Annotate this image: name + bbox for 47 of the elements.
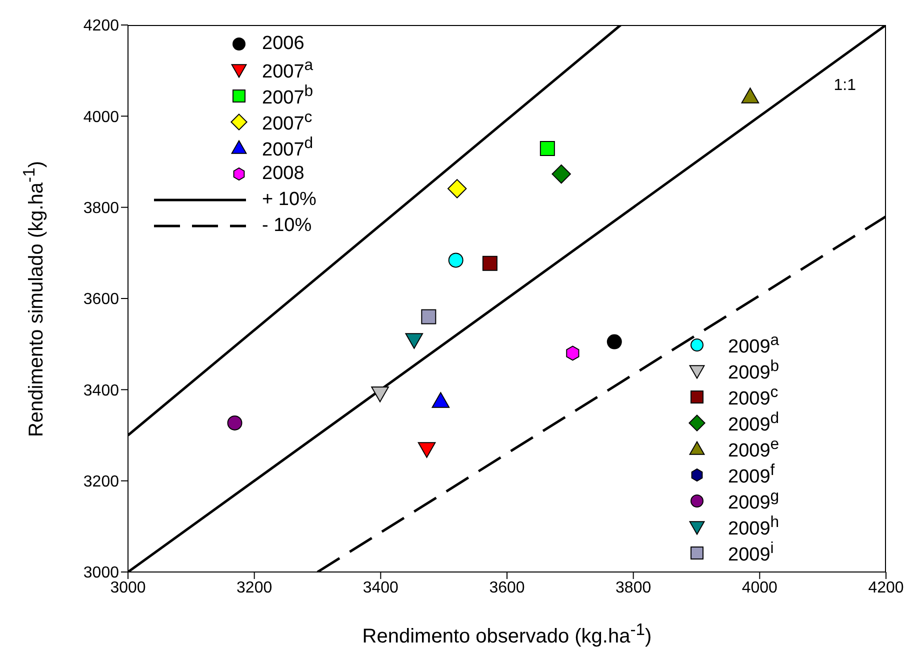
y-tick-label: 3800 (83, 200, 120, 218)
y-tick-label: 4200 (83, 18, 120, 35)
legend-label: 2009$^{h}$ (728, 514, 780, 540)
point (448, 179, 467, 198)
point (540, 141, 555, 156)
legend-label: 2009$^{b}$ (728, 358, 780, 384)
point (448, 252, 464, 268)
y-tick-label: 3600 (83, 291, 120, 308)
point (552, 164, 571, 184)
legend-label: 2009$^{e}$ (728, 436, 780, 462)
legend-label: 2007$^{b}$ (262, 82, 314, 110)
y-tick-label: 4000 (83, 108, 120, 126)
y-tick-label: 3200 (83, 474, 120, 491)
legend-label: 2007$^{c}$ (262, 108, 312, 136)
y-tick-label: 3000 (83, 564, 120, 582)
legend-label: 2006 (262, 33, 304, 55)
x-tick-label: 3800 (616, 579, 652, 596)
y-tick-label: 3400 (83, 382, 120, 400)
legend-label: 2007$^{a}$ (262, 56, 314, 84)
point (227, 415, 242, 430)
point (405, 333, 424, 349)
legend-label: 2008 (262, 163, 304, 185)
point (432, 392, 450, 408)
x-tick-label: 3000 (110, 579, 146, 596)
legend-label: 2009$^{d}$ (728, 410, 780, 436)
legend-label: 2009$^{a}$ (728, 332, 780, 358)
point (371, 386, 389, 402)
x-tick-label: 4000 (742, 579, 778, 596)
x-tick-label: 4200 (868, 579, 904, 596)
legend-label: - 10% (262, 215, 312, 237)
x-tick-label: 3600 (489, 579, 525, 596)
legend-label: + 10% (262, 189, 316, 211)
x-tick-label: 3400 (362, 579, 399, 596)
legend-label: 2009$^{i}$ (728, 540, 774, 566)
legend-label: 2009$^{g}$ (728, 488, 780, 514)
legend-label: 2009$^{c}$ (728, 384, 778, 410)
legend-label: 2007$^{d}$ (262, 134, 314, 162)
point (482, 256, 498, 271)
annotation: 1:1 (834, 77, 856, 95)
legend-label: 2009$^{f}$ (728, 462, 775, 488)
x-tick-label: 3200 (236, 579, 272, 596)
x-axis-title: Rendimento observado (kg.ha$^{-1}$) (362, 620, 652, 649)
point (606, 334, 622, 350)
point (418, 442, 436, 458)
point (421, 309, 436, 324)
point (741, 88, 760, 104)
point (566, 346, 580, 361)
